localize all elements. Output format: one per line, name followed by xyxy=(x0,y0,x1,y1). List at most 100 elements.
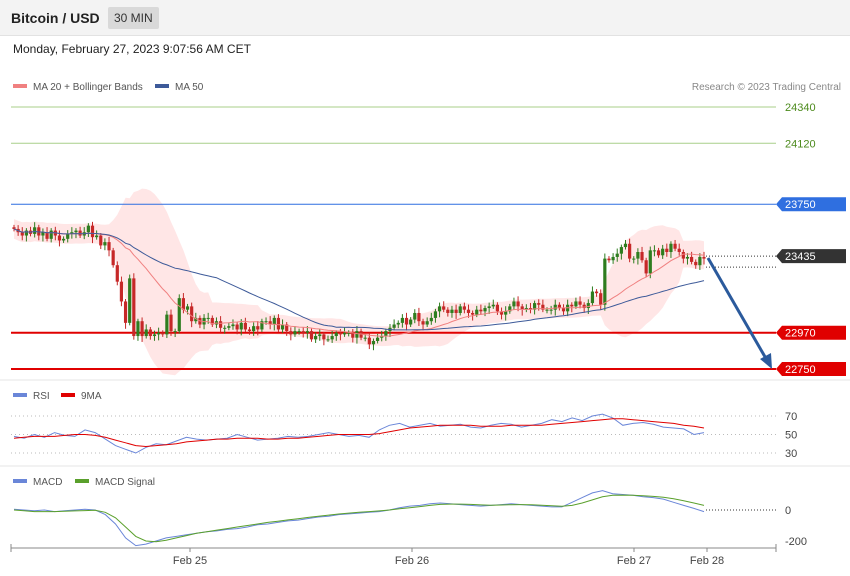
rsi-tick-label: 70 xyxy=(785,411,797,423)
rsi-legend-label: RSI xyxy=(33,391,50,402)
macd-legend-label: MACD xyxy=(33,477,62,488)
candle-body xyxy=(495,304,500,312)
candle-body xyxy=(256,326,260,330)
candle-body xyxy=(338,332,343,335)
candle-body xyxy=(49,230,53,239)
candle-body xyxy=(611,256,615,261)
candle-body xyxy=(652,250,657,252)
candle-body xyxy=(218,321,223,328)
candle-body xyxy=(437,306,442,312)
candle-body xyxy=(561,308,566,312)
candle-body xyxy=(442,306,446,310)
candle-body xyxy=(45,232,49,239)
rsi-plot: 70 50 30 xyxy=(11,411,797,460)
x-axis: Feb 25 Feb 26 Feb 27 Feb 28 xyxy=(10,544,777,567)
candle-body xyxy=(371,340,376,345)
candle-body xyxy=(524,308,528,310)
candle-body xyxy=(570,304,574,307)
candle-body xyxy=(619,247,623,254)
candle-body xyxy=(607,258,611,261)
candle-body xyxy=(574,301,578,307)
candle-body xyxy=(446,309,450,313)
interval-button[interactable]: 30 MIN xyxy=(108,7,159,29)
candle-body xyxy=(144,329,148,337)
candle-body xyxy=(24,230,28,236)
rsi-ma-legend-label: 9MA xyxy=(81,391,102,402)
candle-body xyxy=(537,303,541,305)
candle-body xyxy=(41,232,45,236)
level-label: 24120 xyxy=(785,138,816,150)
macd-tick-label: -200 xyxy=(785,536,807,548)
candle-body xyxy=(648,250,652,274)
ma50-line xyxy=(13,228,705,331)
candle-body xyxy=(128,278,132,323)
candle-body xyxy=(363,337,367,339)
candle-body xyxy=(504,311,508,315)
candle-body xyxy=(644,260,648,274)
candle-body xyxy=(454,309,458,313)
candle-body xyxy=(355,331,359,338)
candle-body xyxy=(628,243,632,259)
candle-body xyxy=(227,326,231,328)
candle-body xyxy=(247,329,252,332)
candle-body xyxy=(37,227,41,236)
candle-body xyxy=(673,243,677,249)
candle-body xyxy=(107,242,111,251)
main-plot: 24340 24120 23750 23435 22970 22750 xyxy=(11,102,846,376)
ma20-line xyxy=(13,228,705,337)
header-bar: Bitcoin / USD 30 MIN xyxy=(0,0,850,36)
candle-body xyxy=(681,252,685,259)
candle-body xyxy=(268,321,272,325)
candle-body xyxy=(115,265,119,282)
macd-signal-line xyxy=(13,494,705,543)
candle-body xyxy=(429,317,433,322)
instrument-title: Bitcoin / USD xyxy=(11,10,100,26)
candle-body xyxy=(351,332,355,338)
bollinger-band xyxy=(14,188,704,376)
candle-body xyxy=(181,298,186,310)
candle-body xyxy=(545,309,549,311)
candle-body xyxy=(272,317,276,325)
candle-body xyxy=(499,311,504,315)
candle-body xyxy=(586,303,590,309)
level-label: 24340 xyxy=(785,102,816,114)
candle-body xyxy=(33,227,37,234)
candle-body xyxy=(409,319,413,325)
candle-body xyxy=(140,321,144,337)
candle-body xyxy=(669,243,673,253)
candle-body xyxy=(541,304,545,310)
candle-body xyxy=(161,332,165,335)
candle-body xyxy=(417,312,421,322)
candle-body xyxy=(549,309,553,311)
candle-body xyxy=(318,334,322,337)
candle-body xyxy=(223,327,227,329)
macd-legend-swatch xyxy=(13,479,27,483)
candle-body xyxy=(293,331,297,335)
candle-body xyxy=(260,321,264,330)
level-tag xyxy=(776,325,846,340)
candle-body xyxy=(123,301,128,323)
level-label: 22750 xyxy=(785,364,816,376)
macd-line xyxy=(13,490,705,547)
candle-body xyxy=(86,225,90,233)
candle-body xyxy=(615,253,619,257)
candle-body xyxy=(95,235,99,238)
candle-body xyxy=(450,309,454,313)
candle-body xyxy=(508,306,512,312)
candle-body xyxy=(685,256,690,259)
candle-body xyxy=(677,248,681,253)
candle-body xyxy=(330,336,334,340)
candle-body xyxy=(396,322,400,325)
candle-body xyxy=(173,331,177,333)
candle-body xyxy=(384,331,388,337)
candle-body xyxy=(90,225,95,238)
candle-body xyxy=(305,331,309,333)
candle-body xyxy=(99,235,103,246)
candle-body xyxy=(111,250,115,266)
level-tag xyxy=(776,197,846,212)
level-label: 23750 xyxy=(785,199,816,211)
macd-tick-label: 0 xyxy=(785,505,791,517)
candle-body xyxy=(169,314,173,332)
